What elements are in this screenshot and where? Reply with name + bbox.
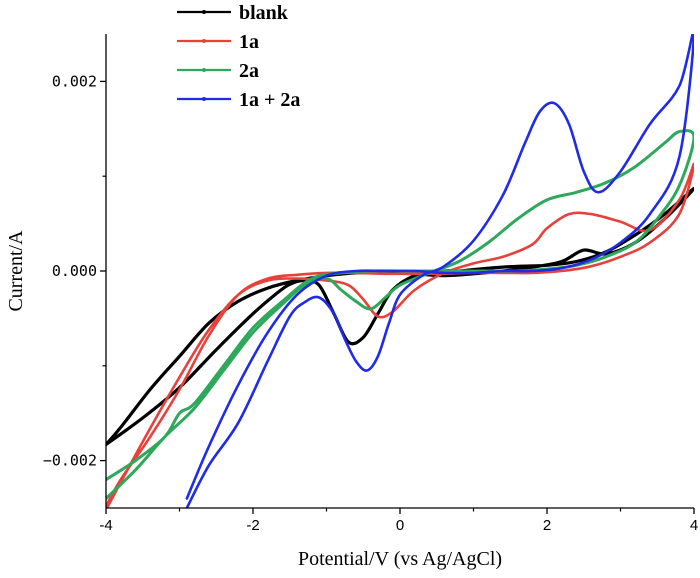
legend-marker [202, 10, 206, 14]
legend-item-blank: blank [177, 2, 289, 24]
series-line-1a-2a [185, 34, 694, 508]
legend-item-1a-2a: 1a + 2a [177, 89, 300, 111]
x-tick-label: -2 [246, 517, 259, 534]
legend-label: blank [239, 2, 289, 24]
legend-label: 1a + 2a [239, 89, 300, 111]
x-axis-title: Potential/V (vs Ag/AgCl) [298, 548, 502, 570]
legend-marker [202, 97, 206, 101]
axes-layer: -4 -2 0 2 4 −0.002 0.000 0.002 [43, 34, 698, 534]
legend-item-1a: 1a [177, 31, 259, 53]
legend-marker [202, 68, 206, 72]
legend: blank 1a 2a 1a + 2a [177, 2, 300, 111]
y-tick-label: −0.002 [43, 452, 97, 470]
x-tick-label: -4 [99, 517, 112, 534]
legend-label: 2a [239, 60, 259, 82]
series-line-blank [106, 186, 694, 447]
y-tick-label: 0.002 [52, 72, 97, 90]
y-axis-title: Current/A [5, 230, 27, 312]
legend-item-2a: 2a [177, 60, 259, 82]
x-tick-label: 0 [396, 517, 404, 534]
series-line-2a [106, 129, 694, 500]
x-tick-label: 2 [543, 517, 551, 534]
x-tick-label: 4 [690, 517, 698, 534]
legend-label: 1a [239, 31, 259, 53]
legend-marker [202, 39, 206, 43]
y-tick-label: 0.000 [52, 262, 97, 280]
series-layer [106, 34, 694, 508]
